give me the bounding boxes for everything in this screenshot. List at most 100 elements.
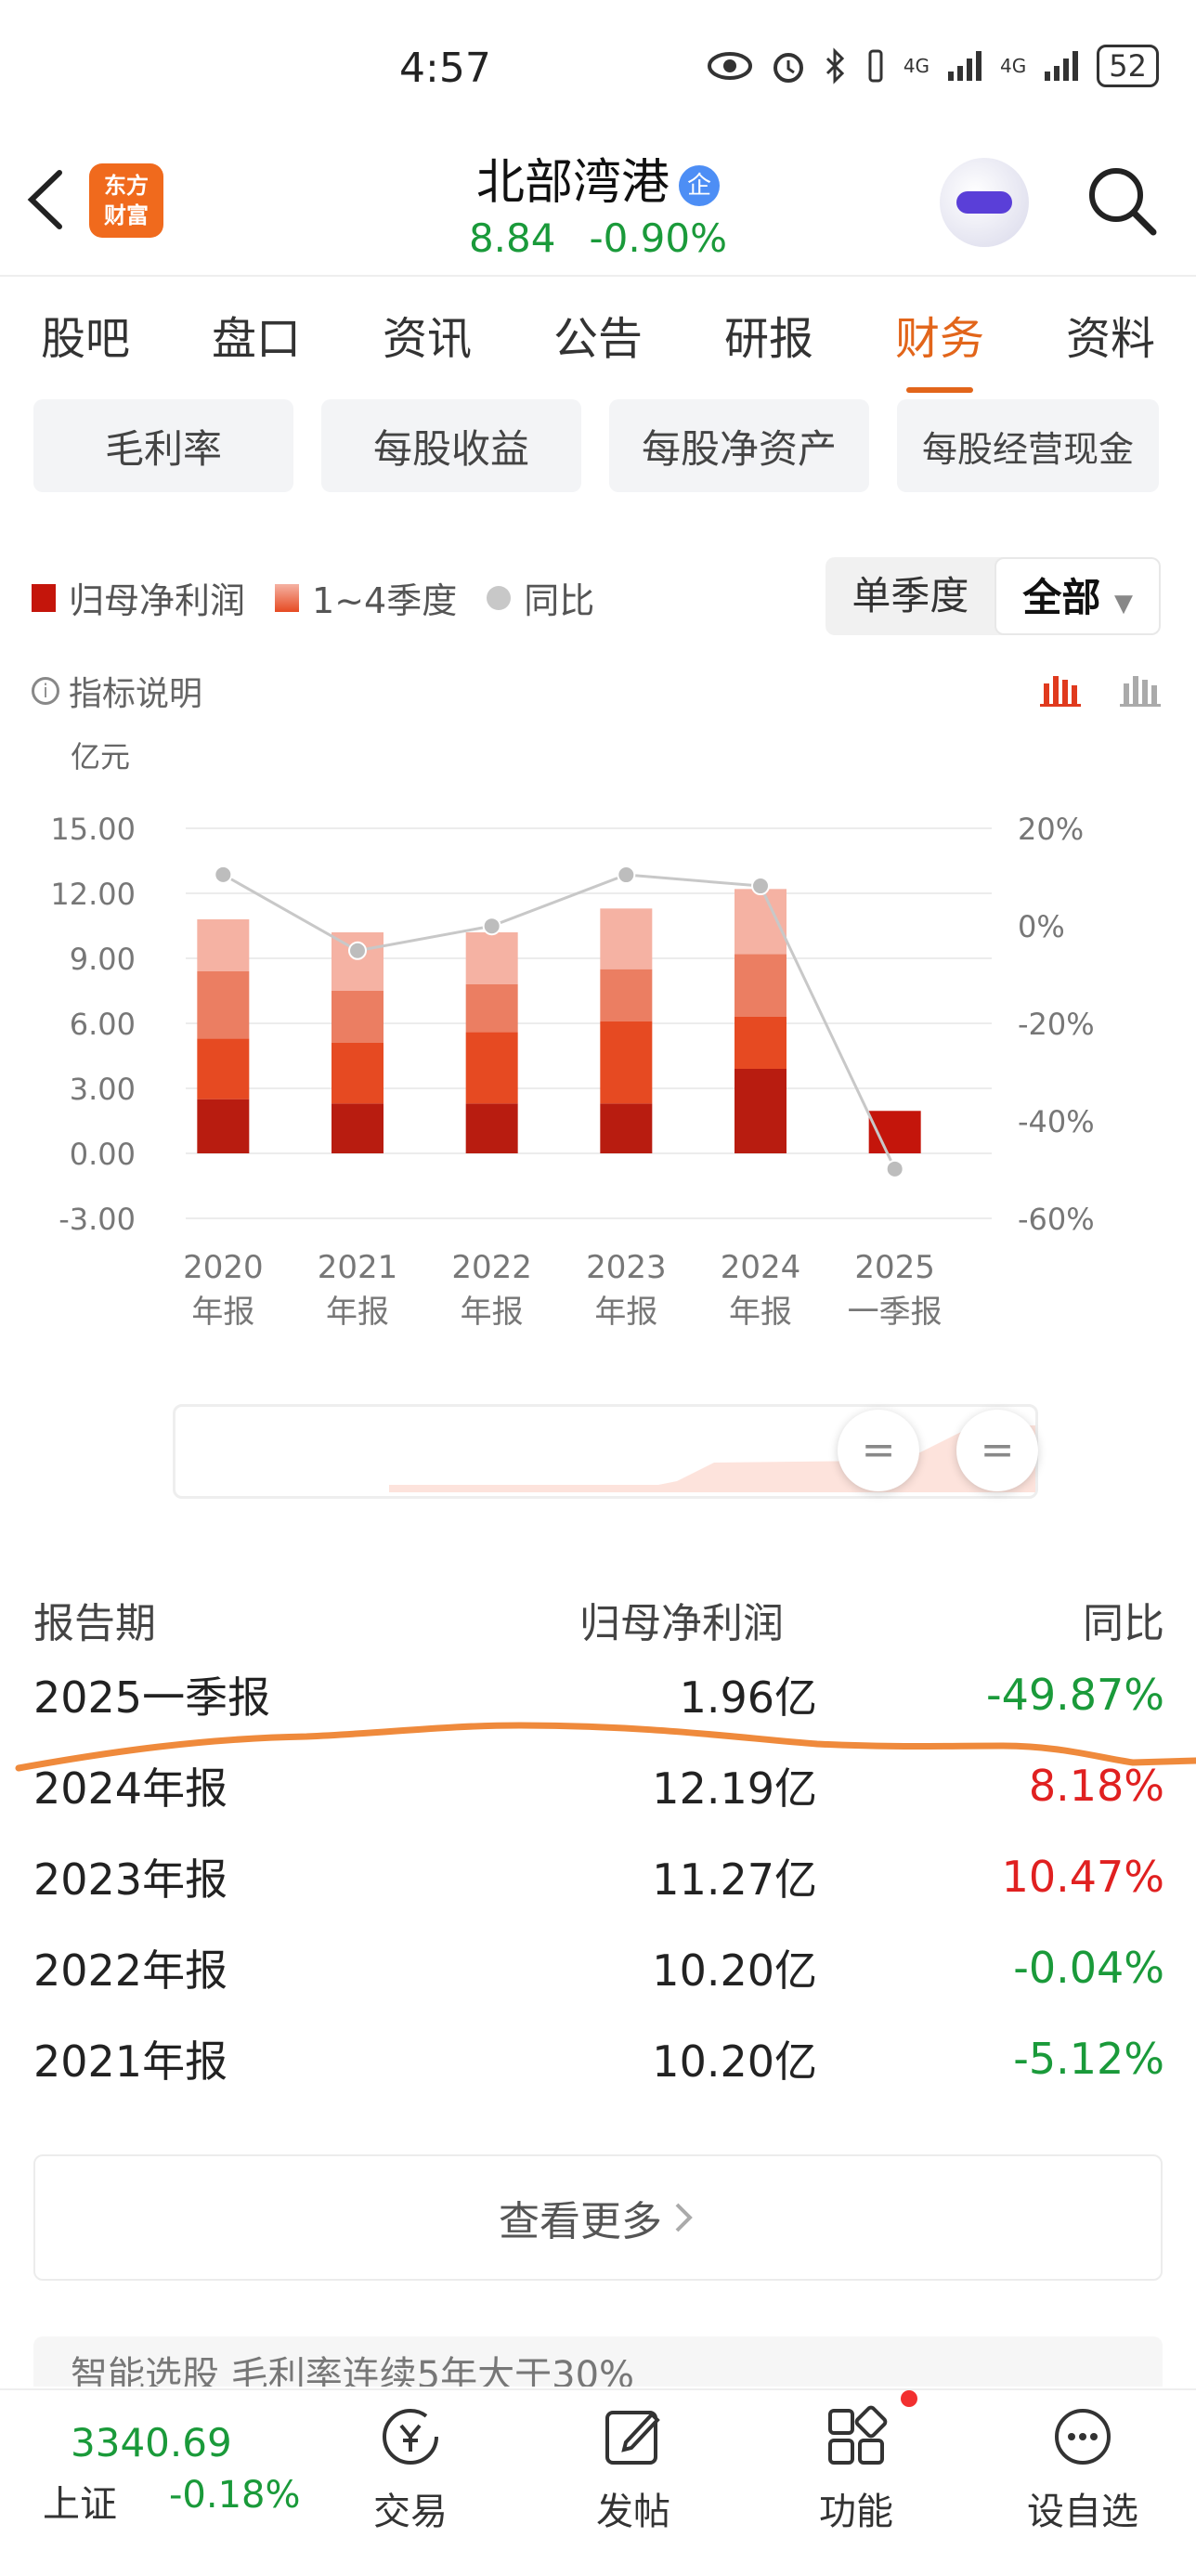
bar-segment xyxy=(465,1032,518,1104)
bar-segment xyxy=(332,1043,384,1104)
y-left-tick-label: 3.00 xyxy=(70,1072,136,1107)
bar-segment xyxy=(197,919,250,971)
segment-all[interactable]: 全部 ▼ xyxy=(994,557,1161,635)
chip-eps[interactable]: 每股收益 xyxy=(321,399,581,492)
cell-period: 2024年报 xyxy=(33,1763,228,1814)
x-tick-label: 一季报 xyxy=(848,1294,942,1331)
nav-post[interactable]: 发帖 xyxy=(559,2403,708,2535)
chart-legend: 归母净利润 1~4季度 同比 xyxy=(32,572,594,623)
legend-dot-yoy xyxy=(487,585,512,610)
chip-bvps[interactable]: 每股净资产 xyxy=(609,399,869,492)
nav-functions-label: 功能 xyxy=(819,2491,893,2533)
stacked-bar-chart-icon[interactable] xyxy=(1040,670,1081,708)
nav-post-label: 发帖 xyxy=(596,2491,670,2533)
status-time: 4:57 xyxy=(399,45,491,92)
tab-pankou[interactable]: 盘口 xyxy=(211,313,301,365)
x-tick-label: 2024 xyxy=(721,1249,801,1286)
bluetooth-icon xyxy=(826,47,844,85)
assistant-robot-icon[interactable] xyxy=(940,158,1029,247)
tab-guba[interactable]: 股吧 xyxy=(40,313,130,365)
period-segment: 单季度 全部 ▼ xyxy=(826,557,1161,635)
vibrate-icon xyxy=(868,49,883,83)
stock-name: 北部湾港 xyxy=(475,155,670,211)
logo-line2: 财富 xyxy=(104,202,149,228)
x-tick-label: 年报 xyxy=(461,1294,524,1331)
bar-segment xyxy=(197,1099,250,1153)
index-value[interactable]: 3340.69 xyxy=(71,2420,232,2465)
legend-net-profit: 归母净利润 xyxy=(69,580,246,621)
legend-yoy: 同比 xyxy=(524,580,595,621)
cell-yoy: -5.12% xyxy=(1013,2034,1164,2084)
cell-net-profit: 11.27亿 xyxy=(652,1854,817,1905)
view-more-button[interactable]: 查看更多 xyxy=(33,2154,1163,2281)
segment-single-quarter[interactable]: 单季度 xyxy=(852,573,969,618)
cell-yoy: 8.18% xyxy=(1028,1761,1164,1811)
y-left-tick-label: 0.00 xyxy=(70,1137,136,1172)
chevron-right-icon xyxy=(675,2203,693,2232)
x-tick-label: 2020 xyxy=(183,1249,264,1286)
stock-title: 北部湾港企 xyxy=(0,143,1196,213)
legend-quarters: 1~4季度 xyxy=(312,580,458,621)
tab-research[interactable]: 研报 xyxy=(723,313,813,365)
nav-watchlist[interactable]: 设自选 xyxy=(1008,2403,1157,2535)
index-name[interactable]: 上证 xyxy=(43,2483,117,2526)
bar-segment xyxy=(734,954,786,1017)
signal-icon-1 xyxy=(948,51,982,81)
nav-functions[interactable]: 功能 xyxy=(782,2403,930,2535)
nav-trade[interactable]: 交易 xyxy=(336,2403,485,2535)
cell-period: 2021年报 xyxy=(33,2036,228,2087)
bar-segment xyxy=(600,969,653,1021)
bar-segment xyxy=(465,1103,518,1153)
smart-picker-text: 智能选股 毛利率连续5年大于30% xyxy=(71,2354,635,2387)
segment-all-label: 全部 xyxy=(1022,575,1101,620)
cell-yoy: -49.87% xyxy=(986,1670,1164,1720)
yoy-point xyxy=(214,865,233,884)
tab-finance[interactable]: 财务 xyxy=(888,302,992,393)
y-left-tick-label: 9.00 xyxy=(70,942,136,977)
network-type-2: 4G xyxy=(1000,55,1027,77)
alarm-icon xyxy=(773,53,803,83)
x-tick-label: 年报 xyxy=(729,1294,792,1331)
yoy-point xyxy=(348,941,367,960)
x-tick-label: 年报 xyxy=(191,1294,254,1331)
indicator-info[interactable]: i 指标说明 xyxy=(32,667,202,715)
col-header-net-profit: 归母净利润 xyxy=(579,1600,784,1647)
yoy-point xyxy=(617,865,636,885)
trade-yen-icon xyxy=(383,2409,438,2465)
tab-profile[interactable]: 资料 xyxy=(1065,313,1155,365)
table-row: 2023年报 11.27亿 10.47% xyxy=(33,1831,1164,1922)
smart-stock-picker-card[interactable]: 智能选股 毛利率连续5年大于30% xyxy=(33,2336,1163,2387)
hand-drawn-underline xyxy=(15,1722,1196,1772)
tab-announcements[interactable]: 公告 xyxy=(552,313,643,365)
bar-segment xyxy=(734,1017,786,1069)
cell-yoy: -0.04% xyxy=(1013,1943,1164,1993)
bar-chart-icon[interactable] xyxy=(1120,670,1161,708)
y-right-tick-label: -60% xyxy=(1018,1202,1095,1237)
eye-icon xyxy=(707,52,752,80)
bar-segment xyxy=(465,932,518,984)
legend-swatch-quarters xyxy=(275,583,300,612)
back-icon[interactable] xyxy=(24,167,67,232)
y-right-tick-label: -20% xyxy=(1018,1007,1095,1042)
chip-gross-margin[interactable]: 毛利率 xyxy=(33,399,293,492)
cell-net-profit: 1.96亿 xyxy=(679,1672,817,1723)
chip-cfps[interactable]: 每股经营现金 xyxy=(897,399,1159,492)
search-icon[interactable] xyxy=(1085,163,1159,238)
yoy-point xyxy=(751,877,770,896)
tab-news[interactable]: 资讯 xyxy=(382,313,472,365)
cell-period: 2025一季报 xyxy=(33,1672,271,1723)
index-change[interactable]: -0.18% xyxy=(169,2474,301,2517)
bottom-nav xyxy=(0,2388,1196,2576)
cell-period: 2022年报 xyxy=(33,1945,228,1996)
slider-handle-left[interactable]: = xyxy=(838,1410,919,1491)
network-type-1: 4G xyxy=(903,55,930,77)
bar-segment xyxy=(197,1038,250,1099)
stock-price: 8.84 xyxy=(468,215,556,261)
notification-dot xyxy=(901,2390,917,2407)
app-logo: 东方 财富 xyxy=(89,163,163,238)
cell-net-profit: 10.20亿 xyxy=(652,2036,817,2087)
x-tick-label: 2023 xyxy=(586,1249,667,1286)
slider-handle-right[interactable]: = xyxy=(956,1410,1038,1491)
bar-segment xyxy=(197,971,250,1039)
yoy-point xyxy=(482,917,501,936)
